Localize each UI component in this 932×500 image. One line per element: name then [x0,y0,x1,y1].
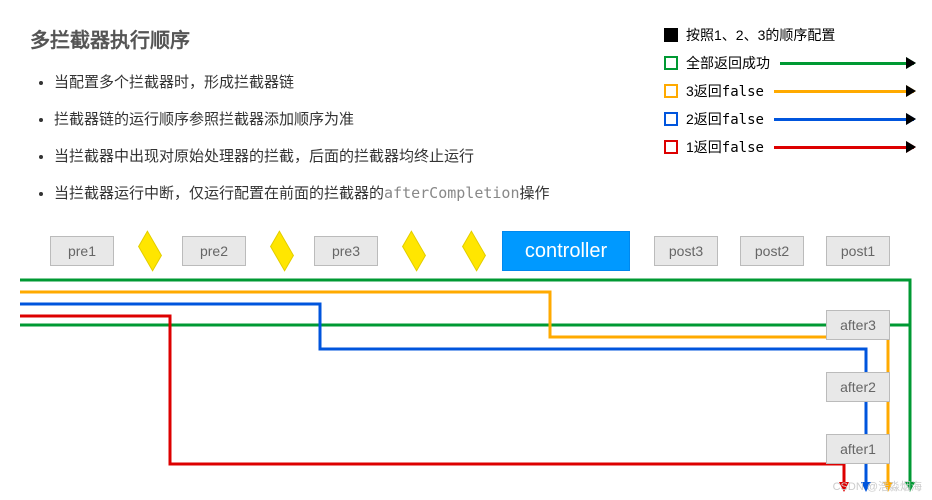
node-pre1: pre1 [50,236,114,266]
node-after3: after3 [826,310,890,340]
legend-row-3: 2返回false [664,108,914,130]
node-post3: post3 [654,236,718,266]
bullet-3: 当拦截器中出现对原始处理器的拦截，后面的拦截器均终止运行 [54,146,550,167]
page-title: 多拦截器执行顺序 [30,24,190,53]
node-post2: post2 [740,236,804,266]
legend-label: 2返回false [686,109,764,129]
legend-row-0: 按照1、2、3的顺序配置 [664,24,914,46]
legend-arrow-icon [780,62,914,65]
legend-label: 3返回false [686,81,764,101]
decision-diamond-3 [402,230,426,271]
flow-red [20,316,844,484]
legend-arrow-icon [774,118,914,121]
legend-marker-icon [664,84,678,98]
decision-diamond-2 [270,230,294,271]
node-pre3: pre3 [314,236,378,266]
bullet-2: 拦截器链的运行顺序参照拦截器添加顺序为准 [54,109,550,130]
bullet-list: 当配置多个拦截器时，形成拦截器链 拦截器链的运行顺序参照拦截器添加顺序为准 当拦… [30,72,550,220]
flow-blue [20,304,866,484]
legend-row-1: 全部返回成功 [664,52,914,74]
node-pre2: pre2 [182,236,246,266]
legend-label: 1返回false [686,137,764,157]
node-after2: after2 [826,372,890,402]
node-controller: controller [502,231,630,271]
legend-marker-icon [664,28,678,42]
legend-marker-icon [664,112,678,126]
node-post1: post1 [826,236,890,266]
decision-diamond-1 [138,230,162,271]
legend-marker-icon [664,56,678,70]
legend-arrow-icon [774,90,914,93]
legend-row-4: 1返回false [664,136,914,158]
flow-orange [20,292,888,484]
legend: 按照1、2、3的顺序配置全部返回成功 3返回false 2返回false 1返回fal… [664,24,914,164]
legend-marker-icon [664,140,678,154]
legend-row-2: 3返回false [664,80,914,102]
node-after1: after1 [826,434,890,464]
flow-green [20,280,910,484]
legend-label: 全部返回成功 [686,53,770,73]
flow-diagram: pre1 pre2 pre3 controller post3 post2 post1 aft… [0,232,932,500]
legend-label: 按照1、2、3的顺序配置 [686,25,835,45]
watermark: CSDN @浩淼烟海 [833,478,922,494]
bullet-4: 当拦截器运行中断，仅运行配置在前面的拦截器的afterCompletion操作 [54,183,550,204]
decision-diamond-4 [462,230,486,271]
bullet-1: 当配置多个拦截器时，形成拦截器链 [54,72,550,93]
legend-arrow-icon [774,146,914,149]
